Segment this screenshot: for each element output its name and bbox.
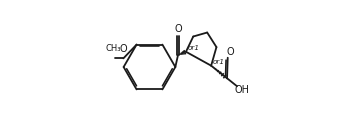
Text: or1: or1: [188, 45, 200, 51]
Text: or1: or1: [212, 59, 224, 65]
Text: O: O: [120, 44, 127, 54]
Text: O: O: [174, 24, 182, 34]
Text: CH₃: CH₃: [105, 44, 121, 53]
Text: OH: OH: [235, 85, 250, 95]
Text: O: O: [227, 47, 235, 57]
